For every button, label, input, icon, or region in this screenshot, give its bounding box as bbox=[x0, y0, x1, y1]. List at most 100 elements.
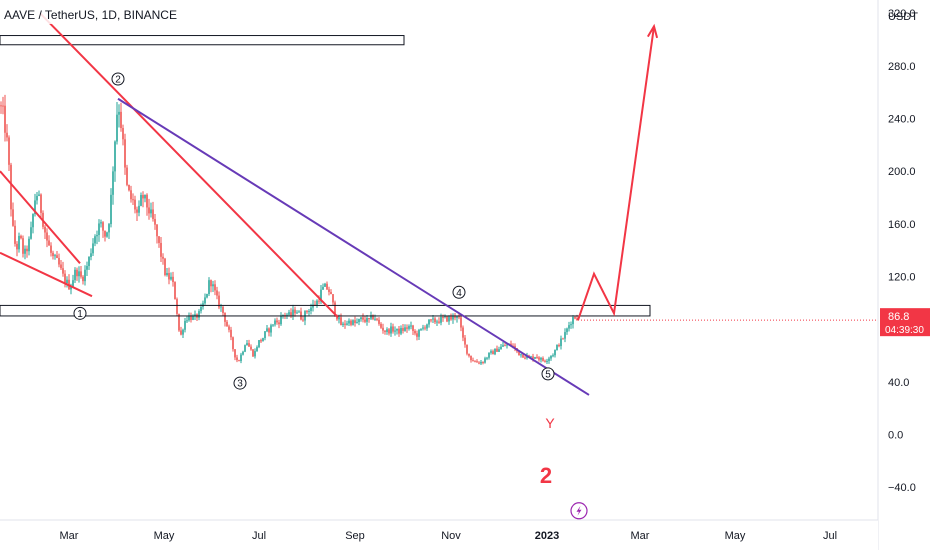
candle-body bbox=[82, 276, 84, 282]
price-tick: 120.0 bbox=[888, 271, 916, 283]
candle-body bbox=[340, 317, 342, 326]
candle-body bbox=[330, 292, 332, 295]
candle-body bbox=[472, 360, 474, 362]
candle-body bbox=[572, 317, 574, 325]
wave-label-4: 4 bbox=[456, 288, 462, 299]
time-tick: Nov bbox=[441, 530, 461, 542]
candle-body bbox=[292, 309, 294, 316]
candle-body bbox=[524, 357, 526, 359]
candle-body bbox=[462, 327, 464, 338]
candle-body bbox=[86, 266, 88, 270]
trend-line-3[interactable] bbox=[0, 251, 93, 298]
candle-body bbox=[38, 194, 40, 196]
candle-body bbox=[380, 323, 382, 328]
trend-line-2[interactable] bbox=[0, 170, 81, 264]
candle-body bbox=[230, 329, 232, 338]
candle-body bbox=[400, 328, 402, 334]
candle-body bbox=[342, 323, 344, 326]
candle-body bbox=[350, 320, 352, 325]
candle-body bbox=[498, 349, 500, 352]
candle-body bbox=[32, 214, 34, 228]
candle-body bbox=[4, 105, 6, 133]
wave-label-5-circle bbox=[541, 367, 555, 381]
candle-body bbox=[568, 325, 570, 329]
time-tick: Jul bbox=[823, 530, 837, 542]
candle-body bbox=[442, 317, 444, 319]
candle-body bbox=[494, 348, 496, 355]
candle-body bbox=[150, 209, 152, 214]
candle-body bbox=[112, 171, 114, 195]
candle-body bbox=[408, 326, 410, 329]
candle-body bbox=[404, 327, 406, 331]
candle-body bbox=[378, 319, 380, 324]
candle-body bbox=[440, 317, 442, 323]
candle-body bbox=[190, 315, 192, 320]
candle-body bbox=[58, 257, 60, 265]
candle-body bbox=[160, 242, 162, 257]
candle-body bbox=[138, 205, 140, 213]
candle-body bbox=[432, 318, 434, 320]
candle-body bbox=[534, 357, 536, 359]
candle-body bbox=[402, 328, 404, 331]
candle-body bbox=[234, 349, 236, 358]
candle-body bbox=[206, 293, 208, 298]
candle-body bbox=[270, 325, 272, 333]
candle-body bbox=[490, 351, 492, 353]
candle-body bbox=[536, 357, 538, 359]
time-tick: Jul bbox=[252, 530, 266, 542]
candle-body bbox=[146, 194, 148, 208]
candle-body bbox=[108, 224, 110, 233]
trend-line-4[interactable] bbox=[117, 97, 590, 396]
candle-body bbox=[478, 362, 480, 364]
candle-body bbox=[186, 320, 188, 322]
time-tick: 2023 bbox=[535, 530, 559, 542]
candle-body bbox=[502, 345, 504, 347]
candle-body bbox=[156, 224, 158, 237]
price-tick: 0.0 bbox=[888, 429, 903, 441]
candle-body bbox=[366, 318, 368, 322]
resistance-zone-1[interactable] bbox=[0, 35, 405, 46]
candle-body bbox=[194, 314, 196, 317]
candle-body bbox=[560, 338, 562, 347]
candle-body bbox=[576, 318, 578, 321]
candle-body bbox=[410, 325, 412, 327]
candle-body bbox=[94, 236, 96, 244]
candle-body bbox=[464, 337, 466, 345]
candle-body bbox=[448, 316, 450, 322]
wave-label-2-circle bbox=[111, 72, 125, 86]
candle-body bbox=[434, 318, 436, 323]
candle-body bbox=[326, 283, 328, 290]
time-tick: May bbox=[154, 530, 175, 542]
candle-body bbox=[570, 324, 572, 326]
candle-body bbox=[356, 322, 358, 324]
candle-body bbox=[554, 350, 556, 356]
candle-body bbox=[374, 318, 376, 320]
wave-label-2: 2 bbox=[115, 74, 121, 85]
trend-line-1[interactable] bbox=[39, 12, 339, 318]
candle-body bbox=[242, 351, 244, 355]
candle-body bbox=[178, 313, 180, 331]
annotation-1: Y bbox=[545, 415, 555, 431]
candle-body bbox=[564, 332, 566, 339]
candle-body bbox=[12, 209, 14, 226]
projection-path[interactable] bbox=[577, 26, 655, 321]
candle-body bbox=[210, 280, 212, 287]
candle-body bbox=[310, 307, 312, 311]
candle-body bbox=[66, 279, 68, 284]
candle-body bbox=[106, 232, 108, 237]
candle-body bbox=[468, 353, 470, 356]
candle-body bbox=[34, 200, 36, 215]
candle-body bbox=[454, 316, 456, 318]
wave-label-3-circle bbox=[233, 376, 247, 390]
candle-body bbox=[128, 184, 130, 191]
candle-body bbox=[322, 286, 324, 290]
candle-body bbox=[30, 227, 32, 239]
candle-body bbox=[44, 226, 46, 233]
candle-body bbox=[8, 137, 10, 165]
candle-body bbox=[480, 362, 482, 364]
candle-body bbox=[140, 195, 142, 206]
candle-body bbox=[368, 318, 370, 320]
candle-body bbox=[552, 355, 554, 357]
price-tick: 240.0 bbox=[888, 113, 916, 125]
candle-body bbox=[496, 348, 498, 352]
